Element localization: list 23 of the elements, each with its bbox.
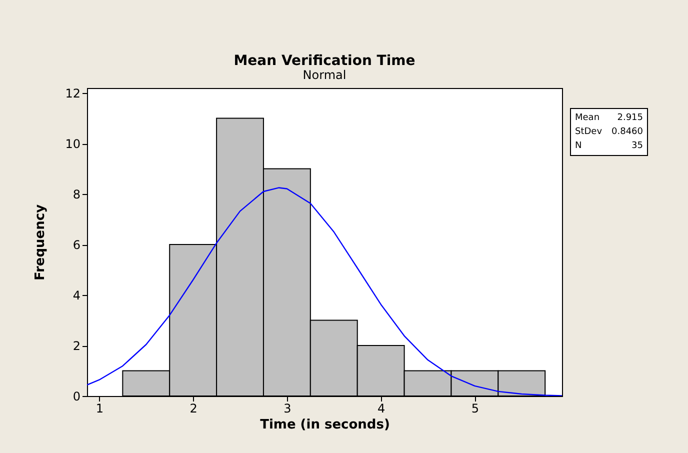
x-tick-label: 1 [96,402,104,416]
y-tick-label: 12 [65,86,80,101]
y-tick-label: 2 [72,339,80,354]
x-axis-title: Time (in seconds) [260,418,390,432]
y-axis-title: Frequency [33,204,48,281]
x-tick-label: 5 [471,402,480,416]
x-tick-label: 4 [378,402,386,416]
chart-subtitle: Normal [302,68,346,82]
text: StDev [575,126,604,139]
text: 2.915 [616,112,643,125]
y-tick-label: 0 [72,390,80,404]
line-series [87,187,562,396]
y-tick-label: 10 [65,137,80,152]
chart-title: Mean Verification Time [234,53,416,70]
x-tick-label: 2 [190,402,198,416]
text: 0.8460 [610,126,643,139]
text: N [575,140,583,153]
x-tick-label: 3 [284,402,292,416]
y-tick-label: 8 [72,188,80,202]
y-tick-label: 4 [72,288,80,303]
text: Mean [575,112,601,125]
y-tick-label: 6 [72,238,80,252]
text: 35 [630,140,643,153]
